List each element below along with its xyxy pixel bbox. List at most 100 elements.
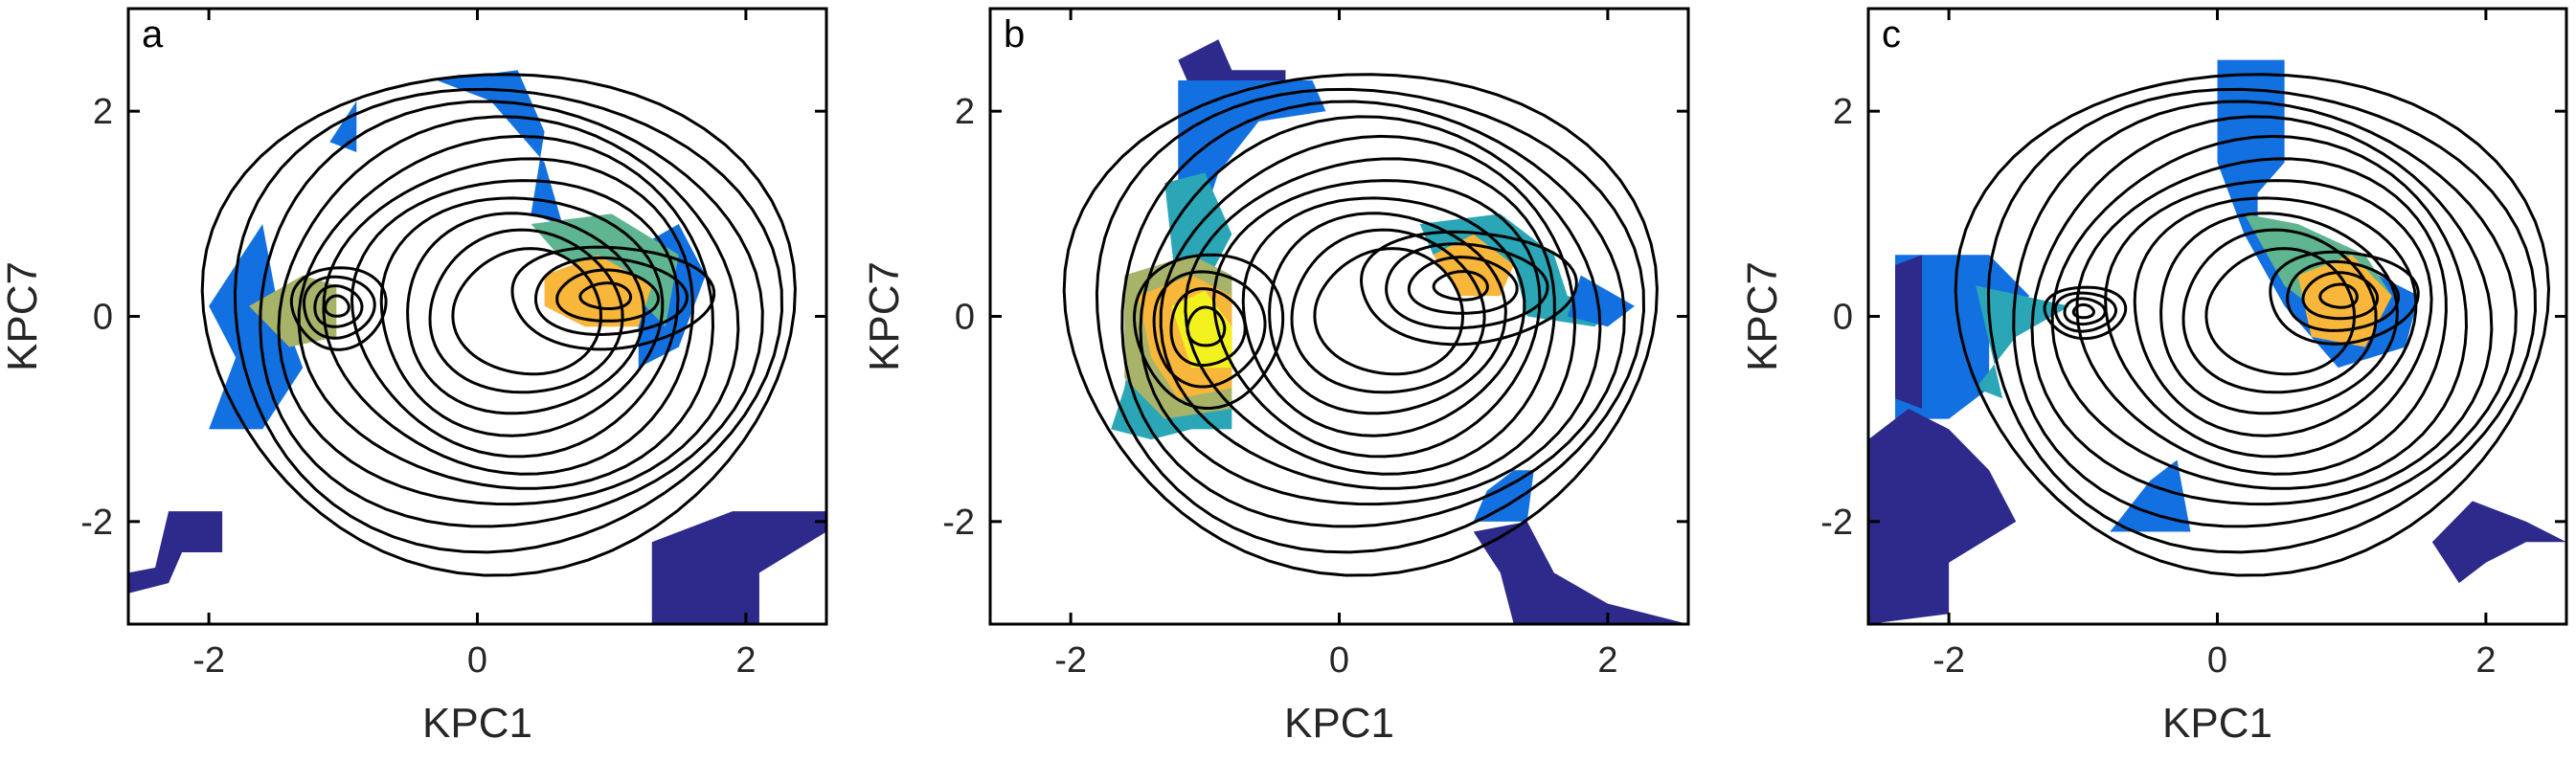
contour-line [2318, 282, 2359, 309]
y-tick-label: -2 [942, 503, 975, 543]
contour-line [1407, 256, 1519, 315]
x-tick-label: -2 [1932, 640, 1965, 681]
contour-line [1954, 73, 2551, 577]
y-tick-label: -2 [1820, 503, 1853, 543]
x-tick-label: -2 [192, 640, 225, 681]
contour-line [1132, 253, 1285, 411]
contour-line [289, 266, 388, 351]
contour-line [2286, 259, 2401, 332]
contour-line [233, 87, 784, 554]
contour-line [1313, 247, 1465, 376]
x-tick-label: 2 [2475, 640, 2496, 681]
x-axis-label: KPC1 [1284, 700, 1394, 747]
contour-line [324, 294, 350, 318]
contour-line [322, 157, 694, 476]
contour-line [297, 134, 715, 490]
x-tick-label: 0 [1329, 640, 1349, 681]
contour-line [1186, 305, 1227, 347]
contour-line [2301, 271, 2380, 321]
panel-label: c [1882, 13, 1901, 56]
density-region [1895, 255, 1923, 409]
contour-line [2204, 247, 2357, 376]
contour-line [578, 281, 633, 310]
contour-line [555, 268, 661, 323]
contour-line [303, 275, 376, 340]
contour-line [2053, 291, 2117, 333]
density-region [2431, 501, 2566, 584]
x-axis-label: KPC1 [422, 700, 532, 747]
contour-line [1986, 87, 2538, 554]
contour-line [1139, 115, 1602, 506]
contour-line [1359, 230, 1578, 347]
density-region [1868, 408, 2017, 624]
density-region [2110, 459, 2191, 532]
contour-line [2063, 297, 2107, 326]
density-region [1567, 275, 1635, 327]
contour-line [1241, 196, 1526, 437]
contour-line [1152, 270, 1267, 389]
contour-line [428, 228, 624, 394]
contour-line [1432, 270, 1489, 302]
y-tick-label: 2 [955, 92, 975, 132]
y-axis-label: KPC7 [861, 261, 908, 371]
density-region [128, 511, 223, 593]
contour-line [451, 247, 603, 376]
y-tick-label: 0 [93, 298, 113, 338]
contour-line [1268, 212, 1507, 415]
contour-line [2050, 134, 2469, 490]
contour-line [2043, 285, 2128, 341]
y-axis-label: KPC7 [0, 261, 46, 371]
density-region [1473, 470, 1534, 522]
contour-line [1290, 228, 1486, 394]
plot-area [128, 70, 826, 624]
density-region [1178, 39, 1286, 91]
x-axis-label: KPC1 [2162, 700, 2272, 747]
x-tick-label: 2 [735, 640, 756, 681]
x-tick-label: 0 [467, 640, 487, 681]
contour-line [406, 212, 645, 415]
contour-line [200, 73, 797, 577]
density-region [1433, 234, 1514, 297]
y-tick-label: 2 [1833, 92, 1853, 132]
contour-line [510, 245, 716, 351]
contour-line [2075, 157, 2448, 476]
density-region [329, 101, 357, 153]
contour-line [1095, 87, 1646, 554]
panel-label: a [142, 13, 164, 56]
y-tick-label: 2 [93, 92, 113, 132]
y-tick-label: 0 [1833, 298, 1853, 338]
contour-line [2181, 228, 2378, 394]
contour-line [1184, 157, 1556, 476]
contour-line [2071, 302, 2096, 320]
plot-area [1062, 39, 1688, 624]
contour-line [2012, 100, 2518, 528]
x-tick-label: 2 [1597, 640, 1617, 681]
y-tick-label: -2 [80, 503, 113, 543]
contour-line [259, 100, 764, 528]
contour-line [2133, 196, 2418, 437]
contour-line [277, 115, 740, 506]
contour-line [2269, 250, 2420, 346]
contour-line [379, 196, 665, 437]
contour-line [2030, 115, 2494, 506]
contour-line [350, 179, 680, 459]
contour-line [1159, 134, 1577, 490]
contour-line [1120, 100, 1626, 528]
contour-line [1062, 73, 1659, 577]
y-axis-label: KPC7 [1739, 261, 1786, 371]
contour-line [1169, 287, 1247, 368]
y-tick-label: 0 [955, 298, 975, 338]
contour-line [2159, 212, 2399, 415]
x-tick-label: 0 [2207, 640, 2227, 681]
density-region [1473, 521, 1688, 624]
contour-line [313, 284, 364, 328]
density-region [651, 511, 826, 624]
density-region [209, 224, 304, 430]
plot-area [1868, 59, 2566, 624]
contour-line [1385, 242, 1549, 330]
contour-line [533, 256, 689, 337]
